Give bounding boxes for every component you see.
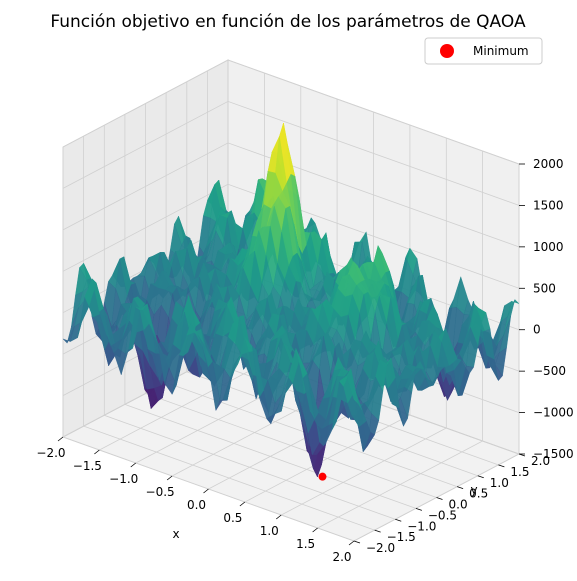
z-tick-label: −500 [533,364,566,378]
legend-label-minimum: Minimum [473,44,529,58]
legend-box [424,37,543,65]
x-tick-label: 1.5 [296,537,315,551]
y-tick-label: 1.5 [510,465,529,479]
x-tick-mark [276,514,282,520]
y-tick-label: 2.0 [531,454,550,468]
y-tick-mark [395,518,402,522]
y-tick-label: 0.5 [469,487,488,501]
minimum-marker [318,472,327,481]
x-tick-label: −1.0 [109,472,138,486]
x-tick-mark [203,488,209,494]
x-tick-mark [57,436,64,442]
x-tick-mark [348,540,355,546]
z-tick-label: −1500 [533,447,574,461]
y-tick-mark [477,475,484,479]
z-tick-label: 1000 [533,240,564,254]
y-tick-label: −1.0 [407,519,436,533]
gridline-z [62,142,520,248]
y-tick-label: −2.0 [366,541,395,555]
x-tick-label: 0.5 [223,511,242,525]
x-axis-label: x [172,527,179,541]
y-tick-label: −0.5 [428,508,457,522]
y-axis-label: y [470,483,477,497]
z-tick-label: 2000 [533,157,564,171]
y-tick-label: −1.5 [387,530,416,544]
x-tick-label: −1.5 [73,459,102,473]
z-tick-label: 1500 [533,198,564,212]
x-tick-mark [166,475,173,481]
x-tick-label: 1.0 [260,524,279,538]
gridline-z [62,59,520,165]
y-tick-mark [353,540,361,544]
z-tick-label: 500 [533,281,556,295]
z-tick-label: −1000 [533,406,574,420]
chart-title: Función objetivo en función de los parám… [50,12,526,32]
legend-marker-minimum [440,44,454,58]
y-tick-mark [456,486,464,490]
gridline-z [62,100,520,206]
x-tick-mark [239,501,246,507]
y-tick-mark [415,507,423,511]
x-tick-mark [130,462,136,468]
x-tick-mark [94,449,100,455]
y-tick-mark [436,497,443,500]
y-tick-label: 1.0 [490,476,509,490]
x-tick-label: −0.5 [146,485,175,499]
legend: Minimum [424,37,543,65]
x-tick-mark [312,527,318,533]
y-tick-mark [374,529,381,533]
surface-mesh [62,123,520,481]
x-tick-label: −2.0 [36,446,65,460]
surface-facet [346,368,359,405]
y-tick-label: 0.0 [449,498,468,512]
x-tick-label: 0.0 [187,498,206,512]
gridline-z [62,183,520,289]
tick-labels: −2.0−1.5−1.0−0.50.00.51.01.52.0−2.0−1.5−… [36,157,573,564]
x-tick-label: 2.0 [332,550,351,564]
y-tick-mark [498,464,505,468]
z-tick-label: 0 [533,323,541,337]
